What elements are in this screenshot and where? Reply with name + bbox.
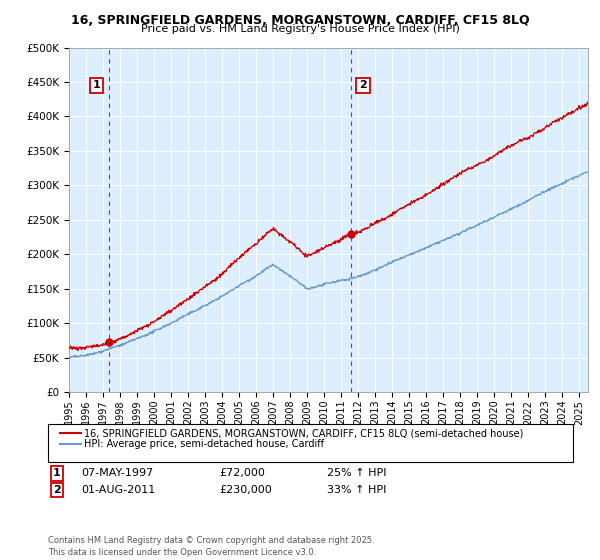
Text: 25% ↑ HPI: 25% ↑ HPI xyxy=(327,468,386,478)
Text: £230,000: £230,000 xyxy=(219,485,272,495)
Text: 01-AUG-2011: 01-AUG-2011 xyxy=(81,485,155,495)
Text: Contains HM Land Registry data © Crown copyright and database right 2025.
This d: Contains HM Land Registry data © Crown c… xyxy=(48,536,374,557)
Text: Price paid vs. HM Land Registry's House Price Index (HPI): Price paid vs. HM Land Registry's House … xyxy=(140,24,460,34)
Text: 1: 1 xyxy=(53,468,61,478)
Text: £72,000: £72,000 xyxy=(219,468,265,478)
Text: 07-MAY-1997: 07-MAY-1997 xyxy=(81,468,153,478)
Text: 1: 1 xyxy=(93,81,101,91)
Text: 2: 2 xyxy=(359,81,367,91)
Text: HPI: Average price, semi-detached house, Cardiff: HPI: Average price, semi-detached house,… xyxy=(84,439,324,449)
Text: 2: 2 xyxy=(53,485,61,495)
Text: 33% ↑ HPI: 33% ↑ HPI xyxy=(327,485,386,495)
Text: 16, SPRINGFIELD GARDENS, MORGANSTOWN, CARDIFF, CF15 8LQ: 16, SPRINGFIELD GARDENS, MORGANSTOWN, CA… xyxy=(71,14,529,27)
Text: 16, SPRINGFIELD GARDENS, MORGANSTOWN, CARDIFF, CF15 8LQ (semi-detached house): 16, SPRINGFIELD GARDENS, MORGANSTOWN, CA… xyxy=(84,428,523,438)
